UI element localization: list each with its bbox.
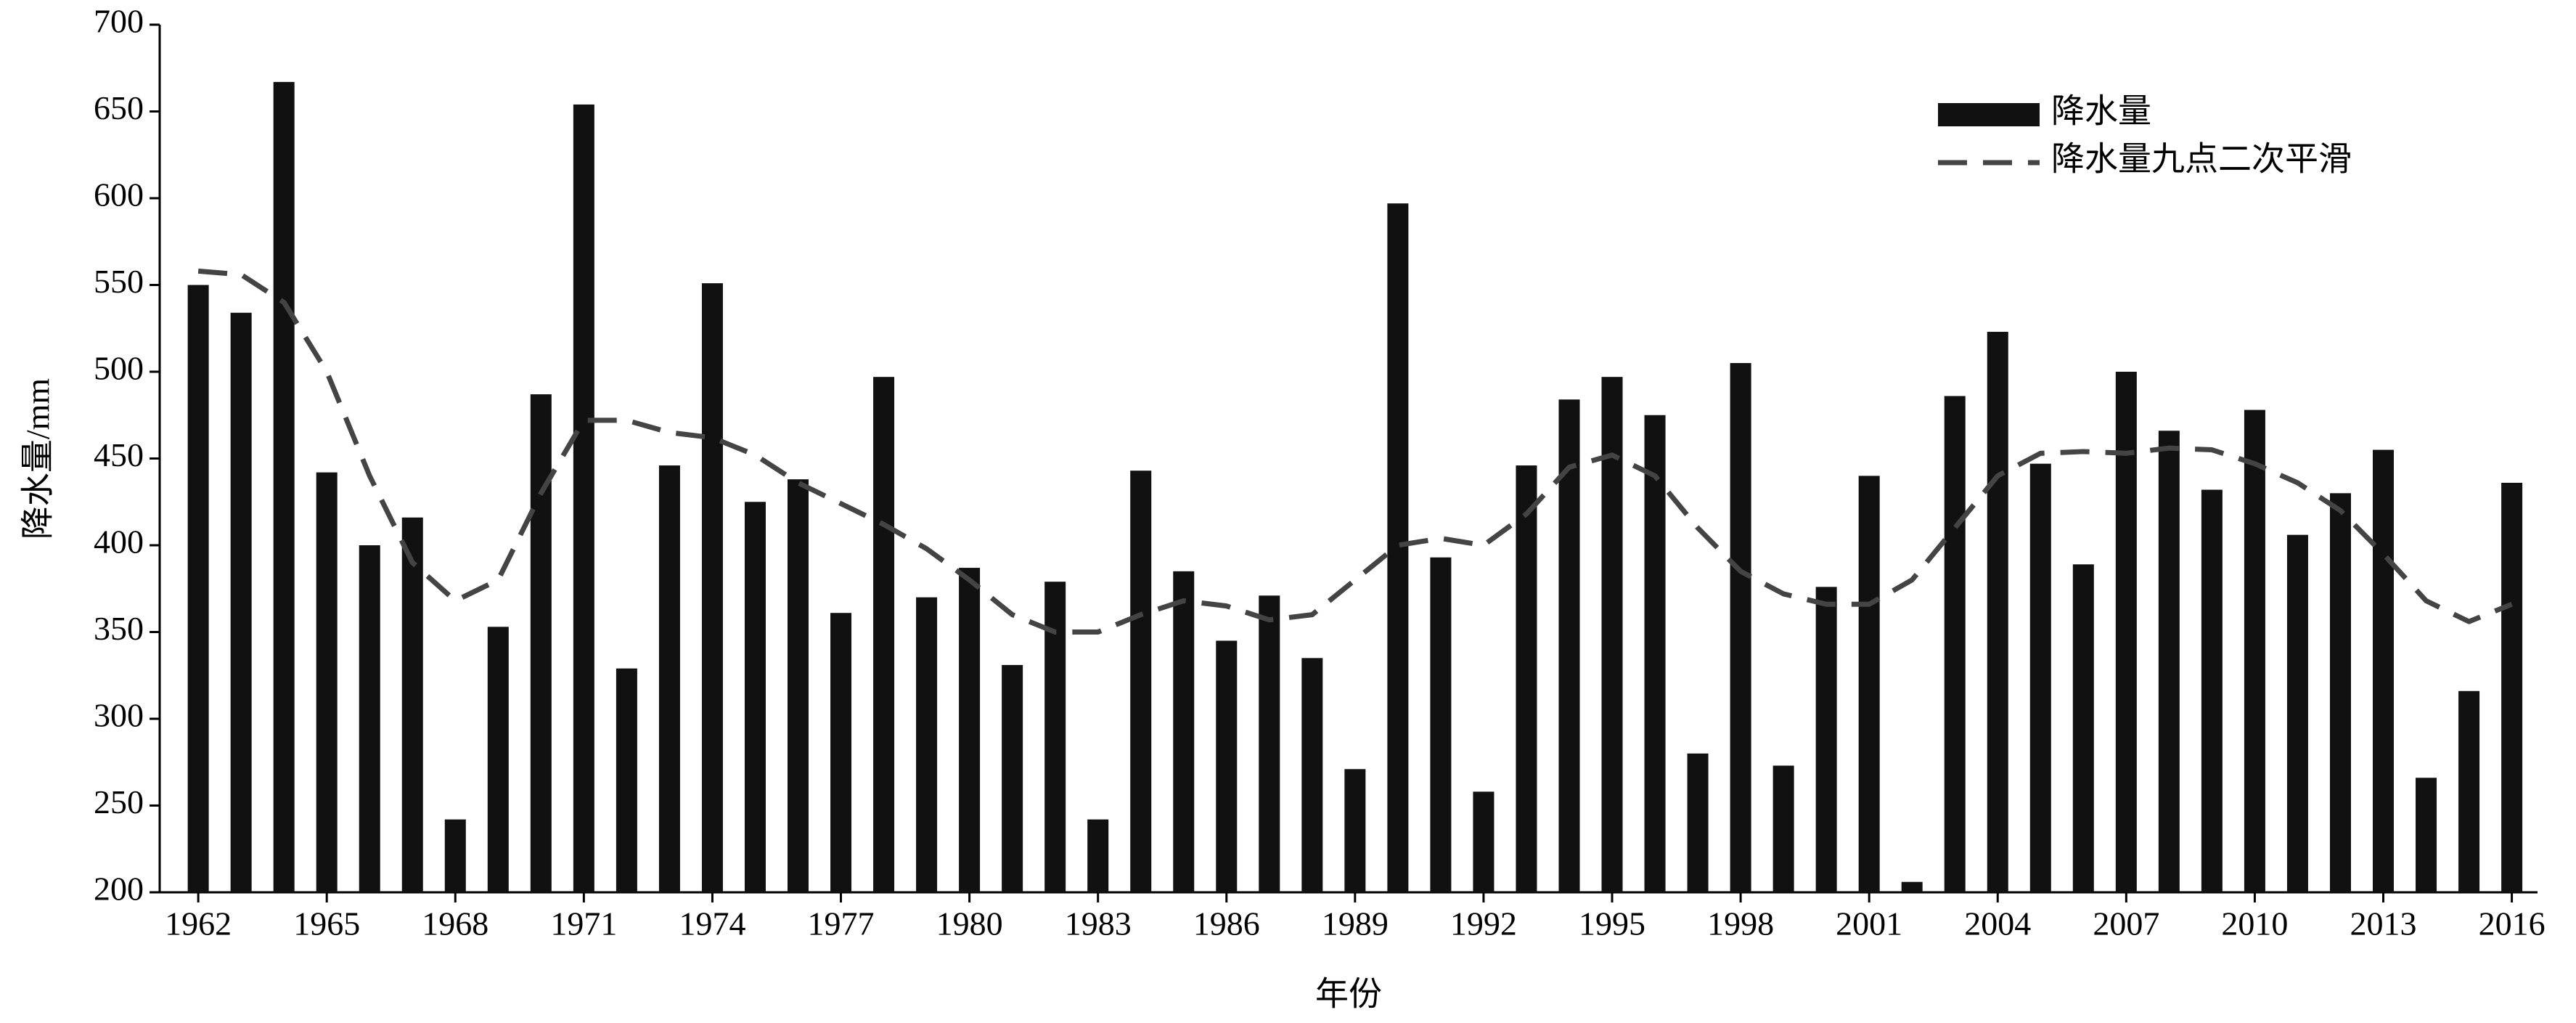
x-tick-label: 1971 (550, 905, 617, 942)
bar (1944, 396, 1966, 892)
y-tick-label: 650 (94, 89, 144, 126)
bar (959, 568, 981, 892)
x-tick-label: 1998 (1707, 905, 1774, 942)
bar (701, 283, 723, 892)
x-tick-label: 1983 (1065, 905, 1132, 942)
bar (1987, 332, 2008, 892)
bar (187, 285, 209, 892)
bar (1558, 399, 1580, 892)
bar (230, 312, 252, 892)
bar (530, 394, 552, 892)
bar (1516, 465, 1537, 892)
bar (1601, 377, 1623, 892)
bar (1730, 363, 1751, 892)
bar (1301, 658, 1323, 892)
x-axis-title: 年份 (1315, 976, 1382, 1013)
bar (1473, 791, 1495, 892)
bar (2115, 372, 2137, 892)
bar (2029, 463, 2051, 892)
legend-label: 降水量 (2051, 93, 2151, 130)
y-tick-label: 200 (94, 871, 144, 908)
y-tick-label: 400 (94, 523, 144, 561)
x-tick-label: 1989 (1322, 905, 1389, 942)
bar (830, 613, 852, 892)
bar (1815, 587, 1837, 892)
bar (359, 545, 380, 892)
bar (788, 479, 809, 892)
x-tick-label: 1986 (1193, 905, 1260, 942)
x-tick-label: 1995 (1579, 905, 1645, 942)
bar (1387, 203, 1409, 892)
y-tick-label: 450 (94, 436, 144, 473)
bar (1772, 765, 1794, 892)
x-tick-label: 2001 (1836, 905, 1902, 942)
bar (1002, 664, 1023, 892)
bar (401, 517, 423, 892)
bar (316, 472, 338, 892)
y-tick-label: 600 (94, 176, 144, 213)
x-tick-label: 1974 (679, 905, 745, 942)
y-tick-label: 550 (94, 263, 144, 300)
legend-label: 降水量九点二次平滑 (2051, 141, 2352, 178)
bar (487, 627, 509, 892)
bar (1087, 819, 1109, 892)
y-tick-label: 300 (94, 697, 144, 734)
bar (2458, 690, 2480, 892)
x-tick-label: 2010 (2221, 905, 2288, 942)
x-tick-label: 1992 (1450, 905, 1517, 942)
bar (2244, 409, 2265, 892)
y-axis-title: 降水量/mm (20, 378, 57, 540)
bar (1687, 753, 1709, 892)
bar (1644, 415, 1666, 892)
bar (744, 502, 766, 892)
bar (1858, 476, 1880, 892)
bar (1430, 557, 1452, 892)
bar (2286, 534, 2308, 892)
bar (616, 668, 637, 892)
bar (916, 597, 938, 892)
bar (1216, 640, 1238, 892)
x-tick-label: 2016 (2479, 905, 2546, 942)
bar (2201, 489, 2223, 892)
legend-swatch (1938, 103, 2040, 126)
bar (1130, 470, 1152, 892)
bar (444, 819, 466, 892)
x-tick-label: 2013 (2350, 905, 2417, 942)
bar (2072, 564, 2094, 892)
bar (2501, 482, 2523, 892)
x-tick-label: 1968 (422, 905, 488, 942)
x-tick-label: 1977 (808, 905, 875, 942)
smooth-line (197, 268, 2513, 635)
bar (1901, 881, 1923, 892)
bar (873, 377, 895, 892)
bar (1344, 769, 1366, 892)
bar (1173, 571, 1195, 892)
x-tick-label: 1965 (293, 905, 360, 942)
y-tick-label: 350 (94, 610, 144, 647)
bar (2329, 493, 2351, 892)
y-tick-label: 700 (94, 3, 144, 40)
bar (1259, 595, 1280, 892)
bar (2416, 778, 2437, 892)
bar (2158, 431, 2180, 892)
bar (658, 465, 680, 892)
y-tick-label: 250 (94, 783, 144, 820)
y-tick-label: 500 (94, 350, 144, 387)
bar (273, 81, 295, 893)
x-tick-label: 2004 (1964, 905, 2031, 942)
x-tick-label: 2007 (2093, 905, 2159, 942)
bar (573, 104, 594, 893)
x-tick-label: 1980 (936, 905, 1003, 942)
x-tick-label: 1962 (165, 905, 232, 942)
bar (2373, 449, 2395, 892)
